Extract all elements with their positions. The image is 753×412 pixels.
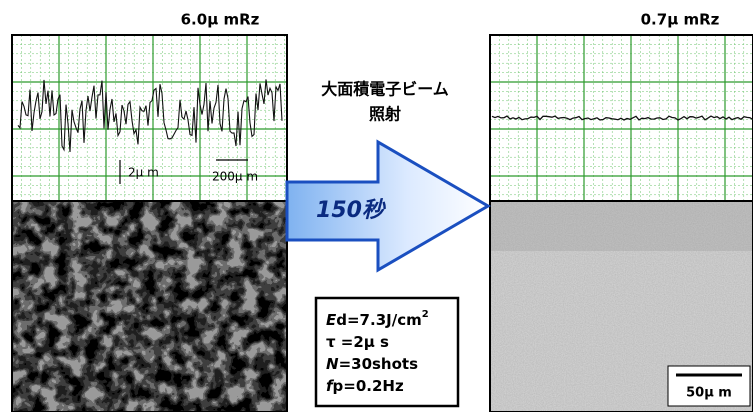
height-scale-label: 2μ m <box>128 166 159 180</box>
condition-sup: 2 <box>422 309 429 320</box>
process-name-2: 照射 <box>369 105 401 124</box>
condition-text: p=0.2Hz <box>333 377 404 395</box>
condition-text: d=7.3J/cm <box>336 311 421 329</box>
scale-bar-label: 50μ m <box>686 386 732 401</box>
condition-line: N=30shots <box>326 355 418 373</box>
process-time: 150秒 <box>316 198 386 223</box>
width-scale-label: 200μ m <box>212 170 258 184</box>
condition-text: τ =2μ s <box>326 333 389 351</box>
sem-before-texture <box>12 201 287 412</box>
profile-grid-after <box>490 35 753 201</box>
sem-after: 50μ m <box>490 201 753 412</box>
condition-text: =30shots <box>339 355 419 373</box>
condition-symbol: N <box>326 355 339 373</box>
figure: 6.0μ mRz 0.7μ mRz 2μ m 200μ m 50μ m 150秒… <box>0 0 753 412</box>
condition-line: Ed=7.3J/cm2 <box>326 309 429 329</box>
condition-line: fp=0.2Hz <box>326 377 404 395</box>
condition-line: τ =2μ s <box>326 333 389 351</box>
sem-before <box>12 201 287 412</box>
after-roughness: 0.7μ mRz <box>641 11 720 29</box>
process-name-1: 大面積電子ビーム <box>321 80 449 99</box>
before-roughness: 6.0μ mRz <box>181 11 260 29</box>
